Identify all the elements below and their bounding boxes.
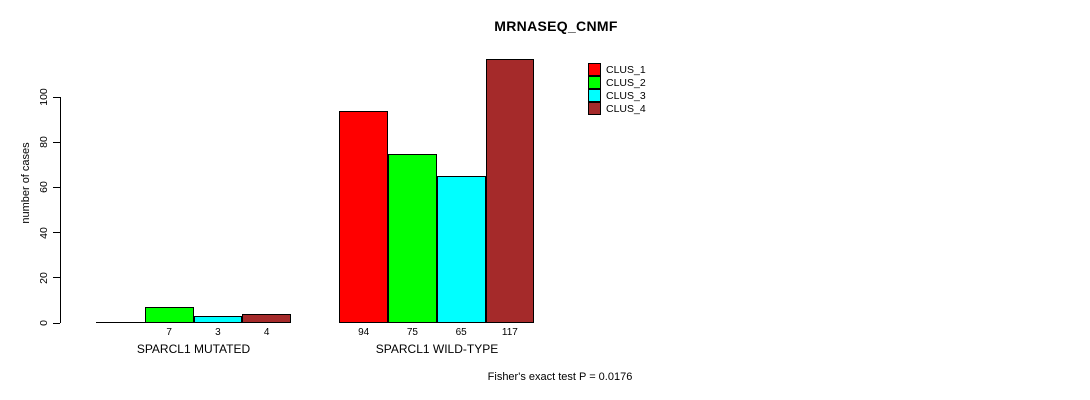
legend-swatch-clus3-icon	[588, 89, 601, 102]
legend-label-clus4: CLUS_4	[606, 102, 646, 115]
legend-item-clus2: CLUS_2	[588, 76, 646, 89]
legend-swatch-clus4-icon	[588, 102, 601, 115]
bar-value-label: 117	[501, 327, 518, 338]
y-tick	[53, 232, 60, 234]
stat-annotation: Fisher's exact test P = 0.0176	[487, 371, 633, 383]
bar-value-label: 7	[166, 327, 172, 338]
y-tick-label: 80	[38, 136, 50, 149]
bar-value-label: 4	[263, 327, 270, 338]
bar	[485, 58, 535, 323]
legend-swatch-clus1-icon	[588, 63, 601, 76]
legend-item-clus3: CLUS_3	[588, 89, 646, 102]
bar-value-label: 94	[358, 327, 370, 338]
y-tick-label: 20	[38, 271, 50, 284]
y-tick	[53, 96, 60, 98]
legend-label-clus2: CLUS_2	[606, 76, 646, 89]
y-tick	[53, 186, 60, 188]
legend-item-clus4: CLUS_4	[588, 102, 646, 115]
y-tick	[53, 322, 60, 324]
y-tick-label: 0	[38, 320, 50, 326]
y-tick-label: 100	[38, 88, 50, 106]
y-axis-label: number of cases	[20, 142, 32, 224]
legend-swatch-clus2-icon	[588, 76, 601, 89]
bar	[339, 110, 388, 323]
bar-value-label: 75	[406, 327, 418, 338]
bar-value-label: 3	[215, 327, 221, 338]
bar	[144, 307, 194, 323]
x-group-label-mutated: SPARCL1 MUTATED	[136, 342, 251, 356]
bar	[436, 176, 486, 323]
legend-label-clus1: CLUS_1	[606, 63, 646, 76]
bar-value-label: 65	[455, 327, 467, 338]
bar	[193, 316, 243, 323]
y-tick-label: 60	[38, 181, 50, 194]
legend-label-clus3: CLUS_3	[606, 89, 646, 102]
bar	[242, 313, 291, 323]
y-tick-label: 40	[38, 226, 50, 239]
legend: CLUS_1 CLUS_2 CLUS_3 CLUS_4	[588, 63, 646, 115]
y-axis-line	[60, 97, 61, 323]
zero-height-bar	[96, 322, 146, 323]
bar	[388, 153, 437, 323]
legend-item-clus1: CLUS_1	[588, 63, 646, 76]
y-tick	[53, 141, 60, 143]
chart-title: MRNASEQ_CNMF	[494, 18, 618, 34]
y-tick	[53, 277, 60, 279]
x-group-label-wildtype: SPARCL1 WILD-TYPE	[375, 342, 499, 356]
